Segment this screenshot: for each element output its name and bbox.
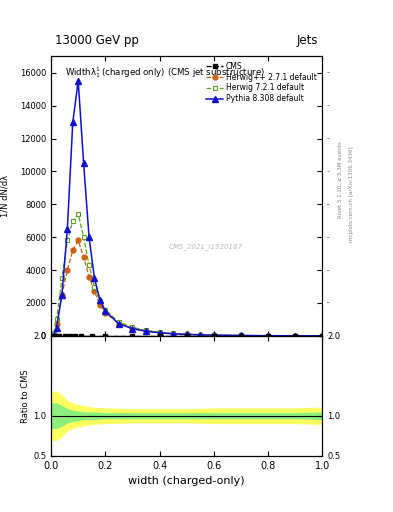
CMS bbox=[184, 333, 189, 339]
Pythia 8.308 default bbox=[92, 275, 97, 282]
CMS bbox=[293, 333, 298, 339]
X-axis label: width (charged-only): width (charged-only) bbox=[129, 476, 245, 486]
Pythia 8.308 default bbox=[184, 331, 189, 337]
Herwig++ 2.7.1 default bbox=[144, 328, 149, 334]
Pythia 8.308 default bbox=[157, 330, 162, 336]
Text: mcplots.cern.ch [arXiv:1306.3436]: mcplots.cern.ch [arXiv:1306.3436] bbox=[349, 147, 354, 242]
Herwig++ 2.7.1 default bbox=[51, 331, 56, 337]
Pythia 8.308 default bbox=[54, 325, 59, 331]
Herwig++ 2.7.1 default bbox=[157, 330, 162, 336]
CMS bbox=[211, 333, 216, 339]
CMS bbox=[157, 333, 162, 339]
Herwig 7.2.1 default bbox=[51, 330, 56, 336]
Herwig 7.2.1 default bbox=[293, 333, 298, 339]
Text: Jets: Jets bbox=[297, 33, 318, 47]
CMS bbox=[51, 333, 56, 339]
Herwig++ 2.7.1 default bbox=[87, 273, 92, 280]
Herwig 7.2.1 default bbox=[171, 330, 175, 336]
Herwig 7.2.1 default bbox=[239, 332, 243, 338]
CMS bbox=[239, 333, 243, 339]
Pythia 8.308 default bbox=[171, 331, 175, 337]
Pythia 8.308 default bbox=[51, 332, 56, 338]
CMS bbox=[103, 333, 108, 339]
CMS bbox=[130, 333, 135, 339]
Line: Herwig 7.2.1 default: Herwig 7.2.1 default bbox=[51, 212, 325, 338]
Line: CMS: CMS bbox=[51, 333, 325, 338]
Pythia 8.308 default bbox=[76, 78, 81, 84]
Line: Herwig++ 2.7.1 default: Herwig++ 2.7.1 default bbox=[51, 238, 325, 338]
Herwig++ 2.7.1 default bbox=[293, 333, 298, 339]
Herwig 7.2.1 default bbox=[65, 238, 70, 244]
Herwig++ 2.7.1 default bbox=[184, 331, 189, 337]
Herwig++ 2.7.1 default bbox=[70, 247, 75, 253]
Herwig 7.2.1 default bbox=[211, 332, 216, 338]
Text: Rivet 3.1.10, ≥ 3.3M events: Rivet 3.1.10, ≥ 3.3M events bbox=[338, 141, 342, 218]
Herwig++ 2.7.1 default bbox=[76, 238, 81, 244]
CMS bbox=[266, 333, 270, 339]
Herwig 7.2.1 default bbox=[97, 298, 102, 305]
CMS bbox=[57, 333, 62, 339]
Herwig 7.2.1 default bbox=[144, 327, 149, 333]
Herwig 7.2.1 default bbox=[81, 234, 86, 240]
Herwig++ 2.7.1 default bbox=[239, 332, 243, 338]
Herwig++ 2.7.1 default bbox=[130, 325, 135, 331]
Text: 1/N dN/dλ: 1/N dN/dλ bbox=[0, 175, 9, 217]
Pythia 8.308 default bbox=[266, 333, 270, 339]
CMS bbox=[79, 333, 83, 339]
Herwig 7.2.1 default bbox=[92, 284, 97, 290]
CMS bbox=[73, 333, 78, 339]
Herwig 7.2.1 default bbox=[157, 329, 162, 335]
Pythia 8.308 default bbox=[87, 234, 92, 240]
CMS bbox=[68, 333, 72, 339]
Pythia 8.308 default bbox=[320, 333, 325, 339]
Herwig++ 2.7.1 default bbox=[198, 332, 203, 338]
CMS bbox=[320, 333, 325, 339]
Text: CMS_2021_I1920187: CMS_2021_I1920187 bbox=[169, 243, 242, 250]
CMS bbox=[90, 333, 94, 339]
Pythia 8.308 default bbox=[130, 326, 135, 332]
Herwig++ 2.7.1 default bbox=[54, 322, 59, 328]
CMS bbox=[62, 333, 67, 339]
Herwig 7.2.1 default bbox=[87, 262, 92, 268]
Herwig 7.2.1 default bbox=[198, 332, 203, 338]
Herwig++ 2.7.1 default bbox=[60, 292, 64, 298]
Herwig 7.2.1 default bbox=[266, 333, 270, 339]
Pythia 8.308 default bbox=[239, 332, 243, 338]
Pythia 8.308 default bbox=[60, 292, 64, 298]
Herwig 7.2.1 default bbox=[103, 307, 108, 313]
Pythia 8.308 default bbox=[65, 226, 70, 232]
Herwig++ 2.7.1 default bbox=[97, 302, 102, 308]
Pythia 8.308 default bbox=[116, 321, 121, 327]
Text: Widthλ$_{1}^{1}$ (charged only) (CMS jet substructure): Widthλ$_{1}^{1}$ (charged only) (CMS jet… bbox=[64, 65, 265, 79]
Legend: CMS, Herwig++ 2.7.1 default, Herwig 7.2.1 default, Pythia 8.308 default: CMS, Herwig++ 2.7.1 default, Herwig 7.2.… bbox=[205, 60, 318, 105]
Line: Pythia 8.308 default: Pythia 8.308 default bbox=[51, 78, 325, 339]
Herwig++ 2.7.1 default bbox=[171, 331, 175, 337]
Pythia 8.308 default bbox=[293, 333, 298, 339]
Herwig 7.2.1 default bbox=[76, 211, 81, 217]
Pythia 8.308 default bbox=[70, 119, 75, 125]
Herwig 7.2.1 default bbox=[184, 331, 189, 337]
Herwig 7.2.1 default bbox=[60, 275, 64, 282]
Herwig++ 2.7.1 default bbox=[92, 288, 97, 294]
Herwig 7.2.1 default bbox=[320, 333, 325, 339]
Pythia 8.308 default bbox=[103, 308, 108, 314]
Pythia 8.308 default bbox=[97, 296, 102, 303]
Herwig++ 2.7.1 default bbox=[103, 310, 108, 316]
Herwig 7.2.1 default bbox=[116, 319, 121, 325]
Pythia 8.308 default bbox=[144, 328, 149, 334]
Y-axis label: Ratio to CMS: Ratio to CMS bbox=[21, 369, 30, 422]
Herwig++ 2.7.1 default bbox=[65, 267, 70, 273]
Pythia 8.308 default bbox=[81, 160, 86, 166]
Herwig 7.2.1 default bbox=[70, 218, 75, 224]
Herwig++ 2.7.1 default bbox=[266, 333, 270, 339]
Pythia 8.308 default bbox=[211, 332, 216, 338]
Herwig 7.2.1 default bbox=[130, 324, 135, 330]
Herwig++ 2.7.1 default bbox=[81, 254, 86, 260]
Herwig++ 2.7.1 default bbox=[320, 333, 325, 339]
Herwig 7.2.1 default bbox=[54, 316, 59, 323]
Herwig++ 2.7.1 default bbox=[211, 332, 216, 338]
Text: 13000 GeV pp: 13000 GeV pp bbox=[55, 33, 139, 47]
Pythia 8.308 default bbox=[198, 332, 203, 338]
Herwig++ 2.7.1 default bbox=[116, 321, 121, 327]
